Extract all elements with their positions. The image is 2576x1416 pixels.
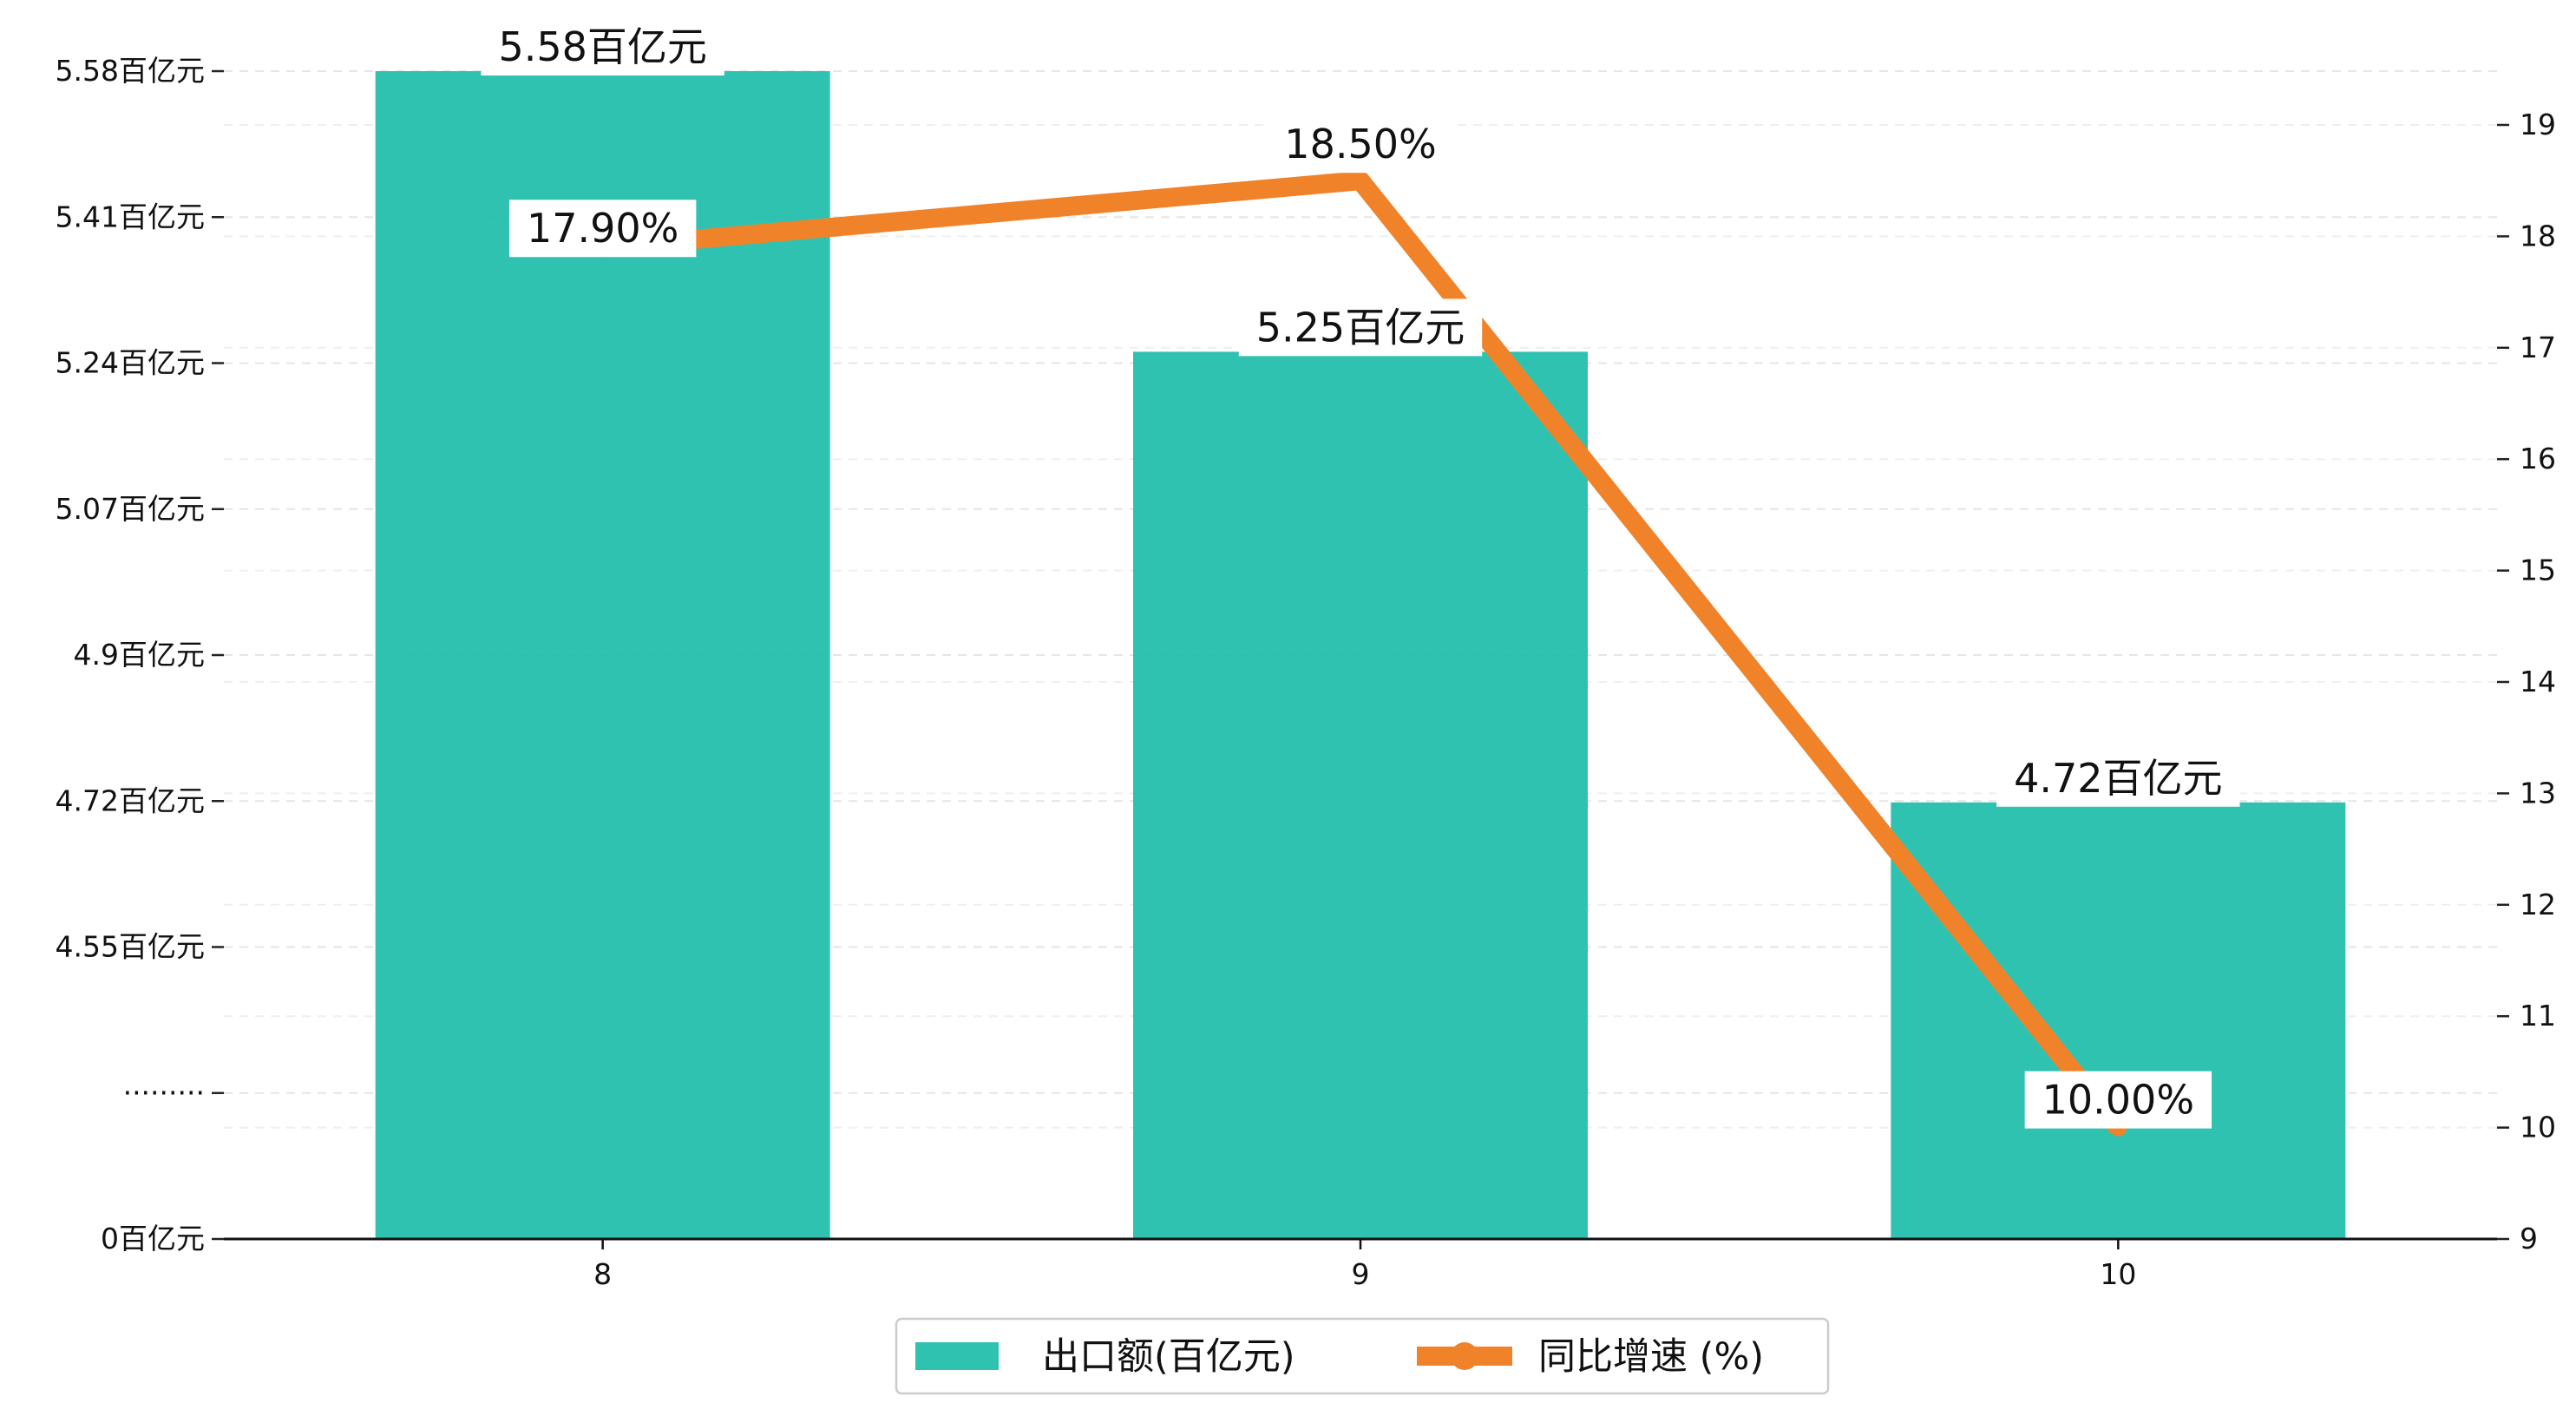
- legend-swatch-marker: [1451, 1342, 1478, 1370]
- left-tick-label: 5.24百亿元: [56, 346, 205, 380]
- left-tick-label: ·········: [123, 1076, 205, 1110]
- data-labels: 5.58百亿元 5.25百亿元 4.72百亿元 17.90% 18.50% 10.00%: [481, 18, 2240, 1129]
- growth-value-label-bg: [2024, 1071, 2212, 1129]
- left-tick-label: 4.9百亿元: [74, 638, 205, 672]
- legend-box: [895, 1317, 1830, 1395]
- left-tick-label: 5.58百亿元: [56, 54, 205, 88]
- growth-value-label-text: 17.90%: [527, 205, 678, 252]
- bar-9: [1133, 351, 1588, 1239]
- bar-value-label-text: 4.72百亿元: [2014, 755, 2222, 802]
- left-tick-label: 4.55百亿元: [56, 930, 205, 964]
- growth-value-label: 18.50%: [1267, 115, 1454, 174]
- growth-value-label-bg: [1267, 115, 1454, 174]
- bar-10: [1891, 802, 2346, 1239]
- left-tick-label: 4.72百亿元: [56, 783, 205, 817]
- bar-value-label: 5.25百亿元: [1238, 298, 1483, 357]
- right-tick-label: 12: [2520, 888, 2556, 921]
- x-tick-label: 9: [1352, 1257, 1370, 1291]
- bar-value-label-text: 5.25百亿元: [1256, 304, 1465, 351]
- right-tick-label: 14: [2520, 665, 2556, 698]
- right-tick-label: 15: [2520, 554, 2556, 587]
- legend: 出口额(百亿元) 同比增速 (%): [895, 1317, 1830, 1395]
- left-tick-label: 0百亿元: [101, 1222, 205, 1255]
- right-tick-label: 9: [2520, 1222, 2538, 1255]
- bar-value-label-text: 5.58百亿元: [498, 23, 706, 70]
- bar-value-label: 5.58百亿元: [481, 18, 724, 75]
- axes: 0百亿元 ········· 4.55百亿元 4.72百亿元 4.9百亿元 5.07百亿元…: [56, 54, 2556, 1291]
- right-tick-label: 16: [2520, 442, 2556, 475]
- bar-value-label-bg: [1238, 298, 1483, 357]
- right-tick-label: 18: [2520, 219, 2556, 252]
- growth-value-label-bg: [508, 200, 697, 258]
- growth-value-label-text: 10.00%: [2042, 1077, 2194, 1124]
- right-tick-label: 10: [2520, 1111, 2556, 1144]
- growth-value-label: 10.00%: [2024, 1071, 2212, 1129]
- bar-value-label: 4.72百亿元: [1996, 749, 2240, 807]
- growth-point-9: [1352, 172, 1369, 190]
- x-tick-label: 10: [2100, 1257, 2136, 1291]
- bar-8: [375, 71, 830, 1239]
- bar-value-label-bg: [481, 18, 724, 75]
- left-tick-label: 5.07百亿元: [56, 492, 205, 526]
- bar-value-label-bg: [1996, 749, 2240, 807]
- legend-swatch-bar: [915, 1342, 999, 1370]
- x-tick-label: 8: [593, 1257, 612, 1291]
- right-tick-label: 11: [2520, 999, 2556, 1032]
- legend-label-line: 同比增速 (%): [1538, 1335, 1764, 1379]
- right-tick-label: 17: [2520, 331, 2556, 364]
- legend-label-bar: 出口额(百亿元): [1042, 1335, 1295, 1379]
- right-tick-label: 13: [2520, 776, 2556, 810]
- growth-value-label: 17.90%: [508, 200, 697, 258]
- left-tick-label: 5.41百亿元: [56, 200, 205, 233]
- bar-series: [375, 71, 2346, 1239]
- growth-value-label-text: 18.50%: [1284, 121, 1436, 167]
- right-tick-label: 19: [2520, 108, 2556, 141]
